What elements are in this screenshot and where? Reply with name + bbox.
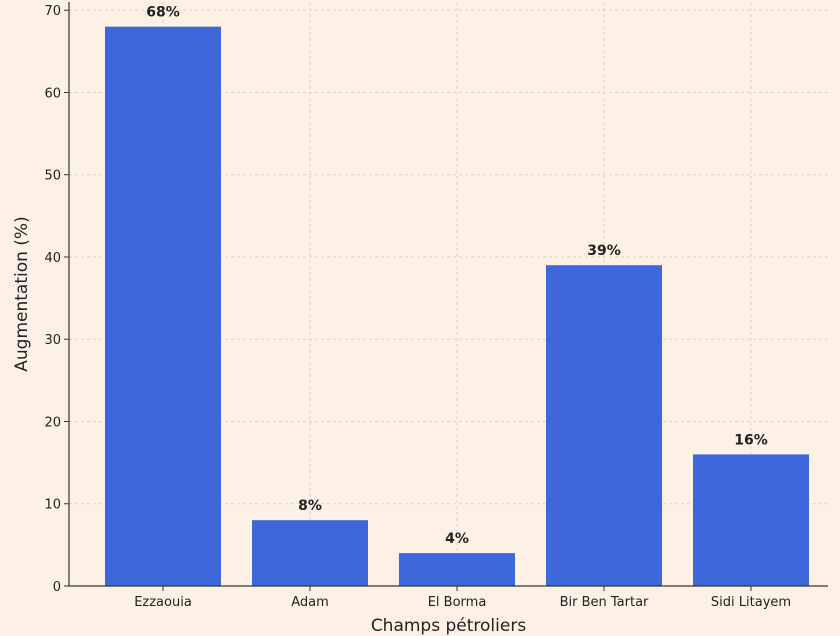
x-axis-title: Champs pétroliers [371,616,527,636]
x-tick-label-4: Sidi Litayem [711,595,791,610]
x-axis-ticks: Ezzaouia Adam El Borma Bir Ben Tartar Sidi L… [134,586,791,610]
x-tick-label-2: El Borma [428,595,487,610]
bar-4 [693,454,809,586]
data-label-3: 39% [587,243,621,259]
bar-3 [546,265,662,586]
bar-0 [105,26,221,587]
y-tick-label-0: 0 [53,580,61,595]
y-tick-label-5: 50 [44,169,61,184]
y-tick-label-4: 40 [44,251,61,266]
x-tick-label-3: Bir Ben Tartar [560,595,649,610]
y-axis-ticks: 0 10 20 30 40 50 60 70 [44,4,69,595]
y-tick-label-1: 10 [44,498,61,513]
y-tick-label-7: 70 [44,4,61,19]
data-labels: 68% 8% 4% 39% 16% [146,5,768,547]
y-tick-label-2: 20 [44,415,61,430]
data-label-2: 4% [445,531,469,547]
x-tick-label-0: Ezzaouia [134,595,192,610]
data-label-4: 16% [734,432,768,448]
y-tick-label-6: 60 [44,86,61,101]
y-tick-label-3: 30 [44,333,61,348]
data-label-0: 68% [146,5,180,21]
bar-1 [252,520,368,586]
bars [105,26,809,587]
y-axis-title: Augmentation (%) [12,216,32,371]
data-label-1: 8% [298,498,322,514]
axes [68,2,828,587]
bar-2 [399,553,515,586]
x-tick-label-1: Adam [291,595,329,610]
